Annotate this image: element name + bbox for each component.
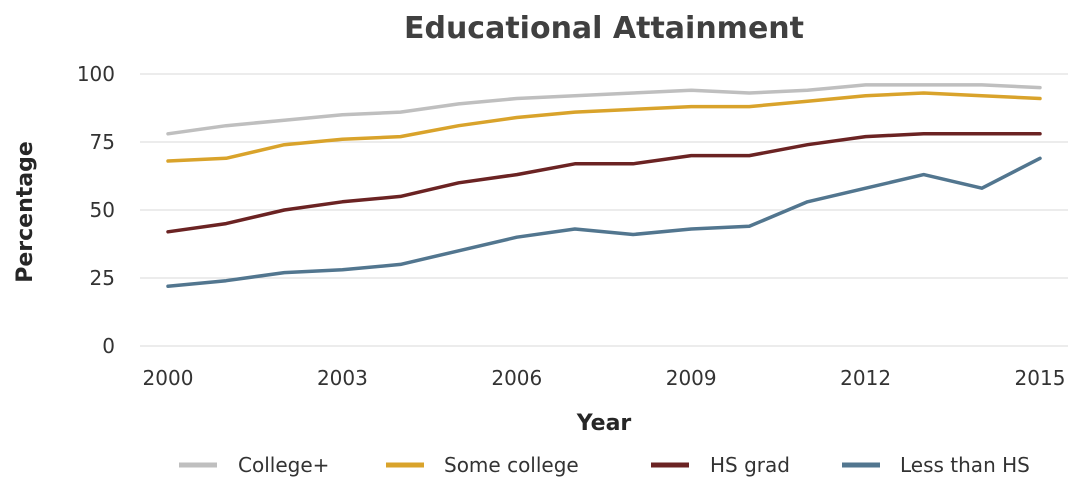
y-tick-label: 100 — [77, 62, 115, 86]
y-axis-tick-labels: 0 25 50 75 100 — [77, 62, 115, 358]
x-tick-label: 2003 — [317, 366, 368, 390]
legend-label: HS grad — [710, 453, 790, 477]
legend-label: Some college — [444, 453, 579, 477]
series-line-some-college — [166, 91, 1042, 163]
legend-item: HS grad — [651, 453, 790, 477]
y-tick-label: 0 — [102, 334, 115, 358]
x-tick-label: 2009 — [666, 366, 717, 390]
y-axis-title: Percentage — [13, 141, 38, 283]
y-tick-label: 75 — [90, 130, 115, 154]
series-lines — [166, 83, 1042, 288]
series-line-less-than-hs — [166, 156, 1042, 288]
legend-label: College+ — [238, 453, 329, 477]
x-tick-label: 2000 — [143, 366, 194, 390]
legend: College+ Some college HS grad Less than HS — [179, 453, 1030, 477]
series-line-college — [166, 83, 1042, 136]
legend-item: Some college — [386, 453, 579, 477]
x-axis-tick-labels: 2000 2003 2006 2009 2012 2015 — [143, 366, 1066, 390]
x-tick-label: 2006 — [491, 366, 542, 390]
legend-label: Less than HS — [900, 453, 1030, 477]
x-tick-label: 2015 — [1015, 366, 1066, 390]
x-tick-label: 2012 — [840, 366, 891, 390]
y-tick-label: 25 — [90, 266, 115, 290]
legend-item: Less than HS — [842, 453, 1030, 477]
x-axis-title: Year — [576, 411, 632, 436]
chart-title: Educational Attainment — [404, 11, 804, 46]
legend-item: College+ — [179, 453, 329, 477]
y-tick-label: 50 — [90, 198, 115, 222]
series-line-hs-grad — [166, 132, 1042, 234]
